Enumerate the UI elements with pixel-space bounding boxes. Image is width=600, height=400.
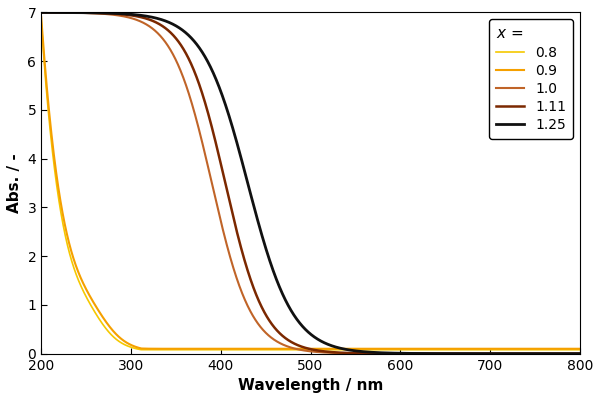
1.11 (244, 268, 251, 273)
1.11 (131, 14, 138, 18)
1.11 (38, 10, 45, 15)
1.0 (244, 304, 251, 308)
0.8 (576, 347, 583, 352)
Line: 1.11: 1.11 (41, 12, 580, 354)
1.25 (576, 351, 583, 356)
1.25 (566, 351, 573, 356)
0.9 (268, 346, 275, 351)
1.0 (38, 10, 45, 15)
1.0 (99, 11, 106, 16)
1.25 (38, 10, 45, 15)
0.9 (131, 344, 138, 349)
1.0 (566, 351, 573, 356)
Line: 0.9: 0.9 (41, 17, 580, 349)
Line: 1.25: 1.25 (41, 12, 580, 354)
1.25 (268, 262, 275, 267)
0.8 (38, 20, 45, 24)
0.9 (244, 346, 251, 351)
1.11 (576, 351, 583, 356)
0.8 (99, 322, 106, 326)
1.25 (131, 12, 138, 17)
0.9 (244, 346, 251, 351)
1.0 (508, 351, 515, 356)
1.11 (508, 351, 515, 356)
0.9 (508, 346, 515, 351)
0.8 (244, 347, 251, 352)
0.9 (566, 346, 573, 351)
Line: 1.0: 1.0 (41, 12, 580, 354)
1.0 (268, 335, 275, 340)
X-axis label: Wavelength / nm: Wavelength / nm (238, 378, 383, 393)
Line: 0.8: 0.8 (41, 22, 580, 350)
0.9 (576, 346, 583, 351)
0.8 (508, 347, 515, 352)
1.11 (566, 351, 573, 356)
1.0 (576, 351, 583, 356)
0.8 (226, 347, 233, 352)
1.25 (99, 10, 106, 15)
1.25 (508, 351, 515, 356)
0.8 (131, 346, 138, 351)
1.11 (99, 11, 106, 16)
0.8 (566, 347, 573, 352)
0.9 (99, 314, 106, 319)
Y-axis label: Abs. / -: Abs. / - (7, 153, 22, 213)
0.9 (38, 15, 45, 20)
1.11 (268, 321, 275, 326)
Legend: 0.8, 0.9, 1.0, 1.11, 1.25: 0.8, 0.9, 1.0, 1.11, 1.25 (489, 19, 573, 139)
0.8 (268, 347, 275, 352)
1.25 (244, 181, 251, 186)
1.0 (131, 17, 138, 22)
